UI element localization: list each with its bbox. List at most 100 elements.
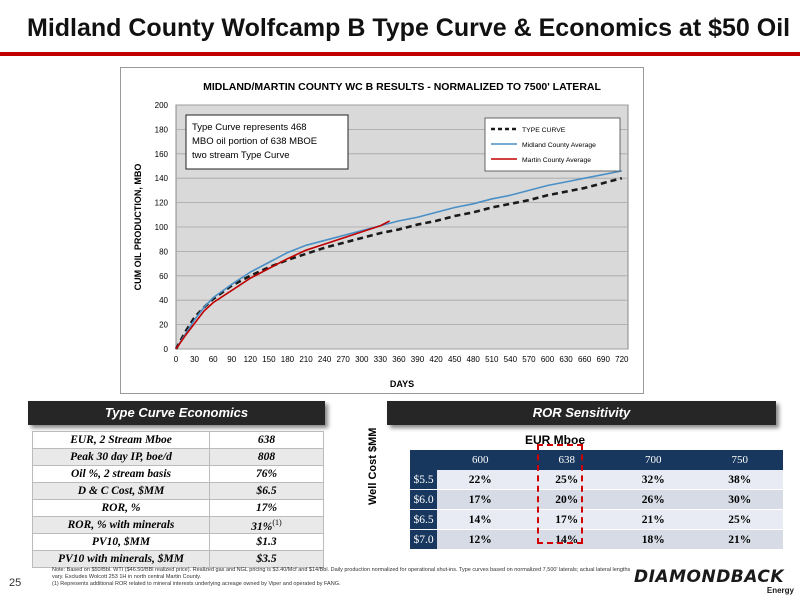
economics-value-text: 76%	[255, 468, 278, 480]
economics-label: PV10 with minerals, $MM	[32, 550, 210, 568]
economics-label: ROR, % with minerals	[32, 516, 210, 534]
annotation-line: two stream Type Curve	[192, 150, 290, 161]
x-tick-label: 210	[299, 355, 313, 364]
ror-cell: 17%	[437, 489, 524, 510]
x-tick-label: 420	[429, 355, 443, 364]
ror-column-header: 600	[437, 450, 524, 470]
economics-value-text: 17%	[255, 502, 278, 514]
economics-label: PV10, $MM	[32, 533, 210, 551]
ror-column-header: 638	[523, 450, 610, 470]
diamondback-logo: DIAMONDBACK Energy	[628, 566, 796, 596]
y-tick-label: 180	[155, 125, 169, 134]
ror-cell: 17%	[523, 509, 610, 530]
economics-row: PV10, $MM $1.3	[32, 533, 324, 551]
y-tick-label: 20	[159, 321, 168, 330]
ror-row-header: $5.5	[410, 470, 437, 490]
ror-cell: 25%	[696, 509, 783, 530]
y-tick-label: 100	[155, 223, 169, 232]
x-tick-label: 90	[227, 355, 236, 364]
economics-label: ROR, %	[32, 499, 210, 517]
x-tick-label: 60	[209, 355, 218, 364]
economics-value: 17%	[209, 499, 324, 517]
legend-label: Martin County Average	[522, 157, 591, 164]
x-tick-label: 240	[318, 355, 332, 364]
economics-value: 31%(1)	[209, 516, 324, 534]
footnote-marker: (1)	[272, 517, 282, 527]
economics-value-text: 31%	[251, 520, 273, 533]
economics-label: EUR, 2 Stream Mboe	[32, 431, 210, 449]
economics-value-text: 808	[257, 451, 276, 463]
y-axis-label: CUM OIL PRODUCTION, MBO	[133, 164, 143, 291]
economics-label: Peak 30 day IP, boe/d	[32, 448, 210, 466]
ror-cell: 38%	[696, 470, 783, 490]
x-tick-label: 150	[262, 355, 276, 364]
series-line-0	[174, 176, 623, 350]
chart-svg: 0 20 40 60 80 100 120 140 160 180 200 0 30 60 90 120 150…	[133, 81, 629, 389]
annotation-line: MBO oil portion of 638 MBOE	[192, 136, 317, 147]
highlight-638-column	[537, 444, 583, 544]
page-number: 25	[9, 577, 22, 589]
ror-row: $5.5 22% 25% 32% 38%	[410, 470, 783, 490]
y-tick-label: 40	[159, 296, 168, 305]
x-tick-label: 120	[244, 355, 258, 364]
x-tick-label: 690	[597, 355, 611, 364]
x-tick-label: 630	[559, 355, 573, 364]
economics-row: Oil %, 2 stream basis 76%	[32, 465, 324, 483]
y-tick-label: 0	[164, 345, 169, 354]
x-tick-label: 480	[467, 355, 481, 364]
economics-value: $1.3	[209, 533, 324, 551]
x-tick-label: 270	[336, 355, 350, 364]
ror-sensitivity-table: 600 638 700 750 $5.5 22% 25% 32% 38% $6.0 17% 20% 2…	[410, 450, 783, 550]
type-curve-economics-table: EUR, 2 Stream Mboe 638 Peak 30 day IP, boe…	[32, 431, 324, 568]
type-curve-chart: 0 20 40 60 80 100 120 140 160 180 200 0 30 60 90 120 150…	[120, 67, 644, 394]
series-line-2	[175, 220, 390, 350]
ror-sensitivity-header: ROR Sensitivity	[387, 401, 776, 425]
ror-row: $7.0 12% 14% 18% 21%	[410, 529, 783, 550]
x-tick-label: 600	[541, 355, 555, 364]
x-tick-label: 180	[281, 355, 295, 364]
legend-label: TYPE CURVE	[522, 127, 566, 134]
economics-value: 76%	[209, 465, 324, 483]
economics-value: $6.5	[209, 482, 324, 500]
x-tick-label: 330	[374, 355, 388, 364]
logo-name: DIAMONDBACK	[634, 567, 785, 587]
annotation-line: Type Curve represents 468	[192, 122, 307, 133]
footnote-1: (1) Represents additional ROR related to…	[52, 581, 341, 587]
ror-cell: 21%	[696, 529, 783, 550]
ror-row-header: $6.5	[410, 509, 437, 530]
economics-row: Peak 30 day IP, boe/d 808	[32, 448, 324, 466]
ror-cell: 25%	[523, 470, 610, 490]
well-cost-axis-label: Well Cost $MM	[367, 427, 379, 505]
x-tick-label: 300	[355, 355, 369, 364]
ror-row: $6.0 17% 20% 26% 30%	[410, 489, 783, 510]
ror-cell: 26%	[610, 489, 697, 510]
type-curve-economics-header: Type Curve Economics	[28, 401, 325, 425]
economics-row: ROR, % with minerals 31%(1)	[32, 516, 324, 534]
ror-cell: 22%	[437, 470, 524, 490]
x-tick-label: 510	[485, 355, 499, 364]
y-tick-label: 60	[159, 272, 168, 281]
x-axis-label: DAYS	[390, 379, 414, 389]
y-tick-label: 160	[155, 150, 169, 159]
eur-axis-label: EUR Mboe	[525, 433, 585, 447]
chart-title: MIDLAND/MARTIN COUNTY WC B RESULTS - NOR…	[203, 81, 601, 93]
economics-value-text: $1.3	[256, 536, 277, 548]
y-tick-label: 120	[155, 199, 169, 208]
economics-value: 808	[209, 448, 324, 466]
economics-value-text: $3.5	[256, 553, 277, 565]
economics-label: Oil %, 2 stream basis	[32, 465, 210, 483]
x-tick-label: 720	[615, 355, 629, 364]
ror-cell: 12%	[437, 529, 524, 550]
ror-column-header: 750	[696, 450, 783, 470]
ror-cell: 21%	[610, 509, 697, 530]
ror-cell: 18%	[610, 529, 697, 550]
economics-label: D & C Cost, $MM	[32, 482, 210, 500]
economics-row: D & C Cost, $MM $6.5	[32, 482, 324, 500]
footnotes: Note: Based on $50/Bbl. WTI ($46.50/BBl …	[52, 567, 632, 588]
x-tick-label: 30	[190, 355, 199, 364]
ror-cell: 32%	[610, 470, 697, 490]
y-tick-label: 200	[155, 101, 169, 110]
ror-column-header: 700	[610, 450, 697, 470]
economics-value: 638	[209, 431, 324, 449]
ror-cell: 14%	[437, 509, 524, 530]
